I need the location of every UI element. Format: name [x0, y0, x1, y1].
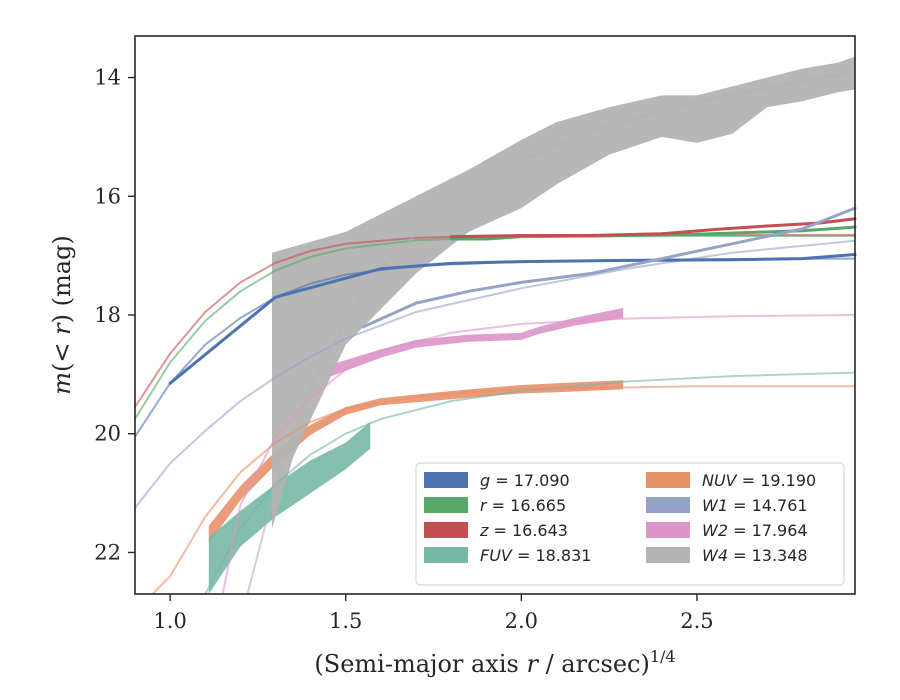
legend-box [415, 462, 845, 586]
measured-line-z [449, 217, 857, 239]
legend-swatch-z [424, 522, 468, 538]
y-axis-label-open: ( [48, 363, 76, 372]
legend-label-w1: W1 = 14.761 [702, 496, 808, 515]
legend-swatch-w4 [646, 547, 690, 563]
band-w4 [272, 56, 855, 529]
band-w2 [328, 307, 624, 378]
y-axis-label-r: r [48, 322, 76, 335]
x-tick-label: 2.5 [680, 609, 713, 633]
model-curve-g [134, 257, 856, 438]
model-curve-fuv [204, 371, 856, 595]
y-tick-label: 16 [94, 184, 121, 208]
x-axis-label-post: / arcsec) [538, 650, 650, 678]
legend-swatch-fuv [424, 547, 468, 563]
model-curve-w2 [221, 314, 856, 595]
y-tick-label: 22 [94, 540, 121, 564]
model-curve-w1 [134, 239, 856, 509]
x-axis-ticks: 1.0 1.5 2.0 2.5 [153, 594, 714, 633]
y-axis-label: m(< r) (mag) [48, 235, 76, 395]
y-tick-label: 20 [94, 422, 121, 446]
legend-label-g: g = 17.090 [480, 471, 570, 490]
y-tick-label: 14 [94, 66, 121, 90]
y-axis-ticks: 14 16 18 20 22 [94, 66, 135, 564]
legend-label-r: r = 16.665 [480, 496, 566, 515]
y-tick-label: 18 [94, 303, 121, 327]
legend-swatch-g [424, 472, 468, 488]
legend-label-w2: W2 = 17.964 [702, 521, 808, 540]
legend-swatch-nuv [646, 472, 690, 488]
y-axis-label-close: ) [48, 314, 76, 323]
measured-line-g [168, 253, 857, 385]
x-tick-label: 1.0 [153, 609, 186, 633]
legend: g = 17.090 r = 16.665 z = 16.643 FUV = 18.8… [415, 462, 845, 586]
legend-label-w4: W4 = 13.348 [702, 546, 808, 565]
y-axis-label-lt: < [48, 335, 76, 363]
x-axis-label-var: r [526, 650, 539, 678]
x-axis-label-sup: 1/4 [650, 647, 676, 666]
model-curve-nuv [151, 385, 855, 595]
model-curve-w4 [246, 70, 856, 595]
legend-swatch-w2 [646, 522, 690, 538]
x-axis-label-pre: (Semi-major axis [314, 650, 526, 678]
legend-label-z: z = 16.643 [479, 521, 568, 540]
band-fuv [208, 421, 371, 594]
x-tick-label: 1.5 [329, 609, 362, 633]
uncertainty-bands [208, 56, 855, 594]
legend-swatch-w1 [646, 497, 690, 513]
legend-label-fuv: FUV = 18.831 [480, 546, 591, 565]
y-axis-label-var: m [48, 372, 76, 395]
measured-line-w1 [361, 206, 857, 329]
legend-swatch-r [424, 497, 468, 513]
x-tick-label: 2.0 [505, 609, 538, 633]
y-axis-label-unit: (mag) [48, 235, 76, 314]
legend-label-nuv: NUV = 19.190 [702, 471, 816, 490]
x-axis-label: (Semi-major axis r / arcsec)1/4 [314, 647, 675, 678]
measured-lines [168, 206, 857, 385]
